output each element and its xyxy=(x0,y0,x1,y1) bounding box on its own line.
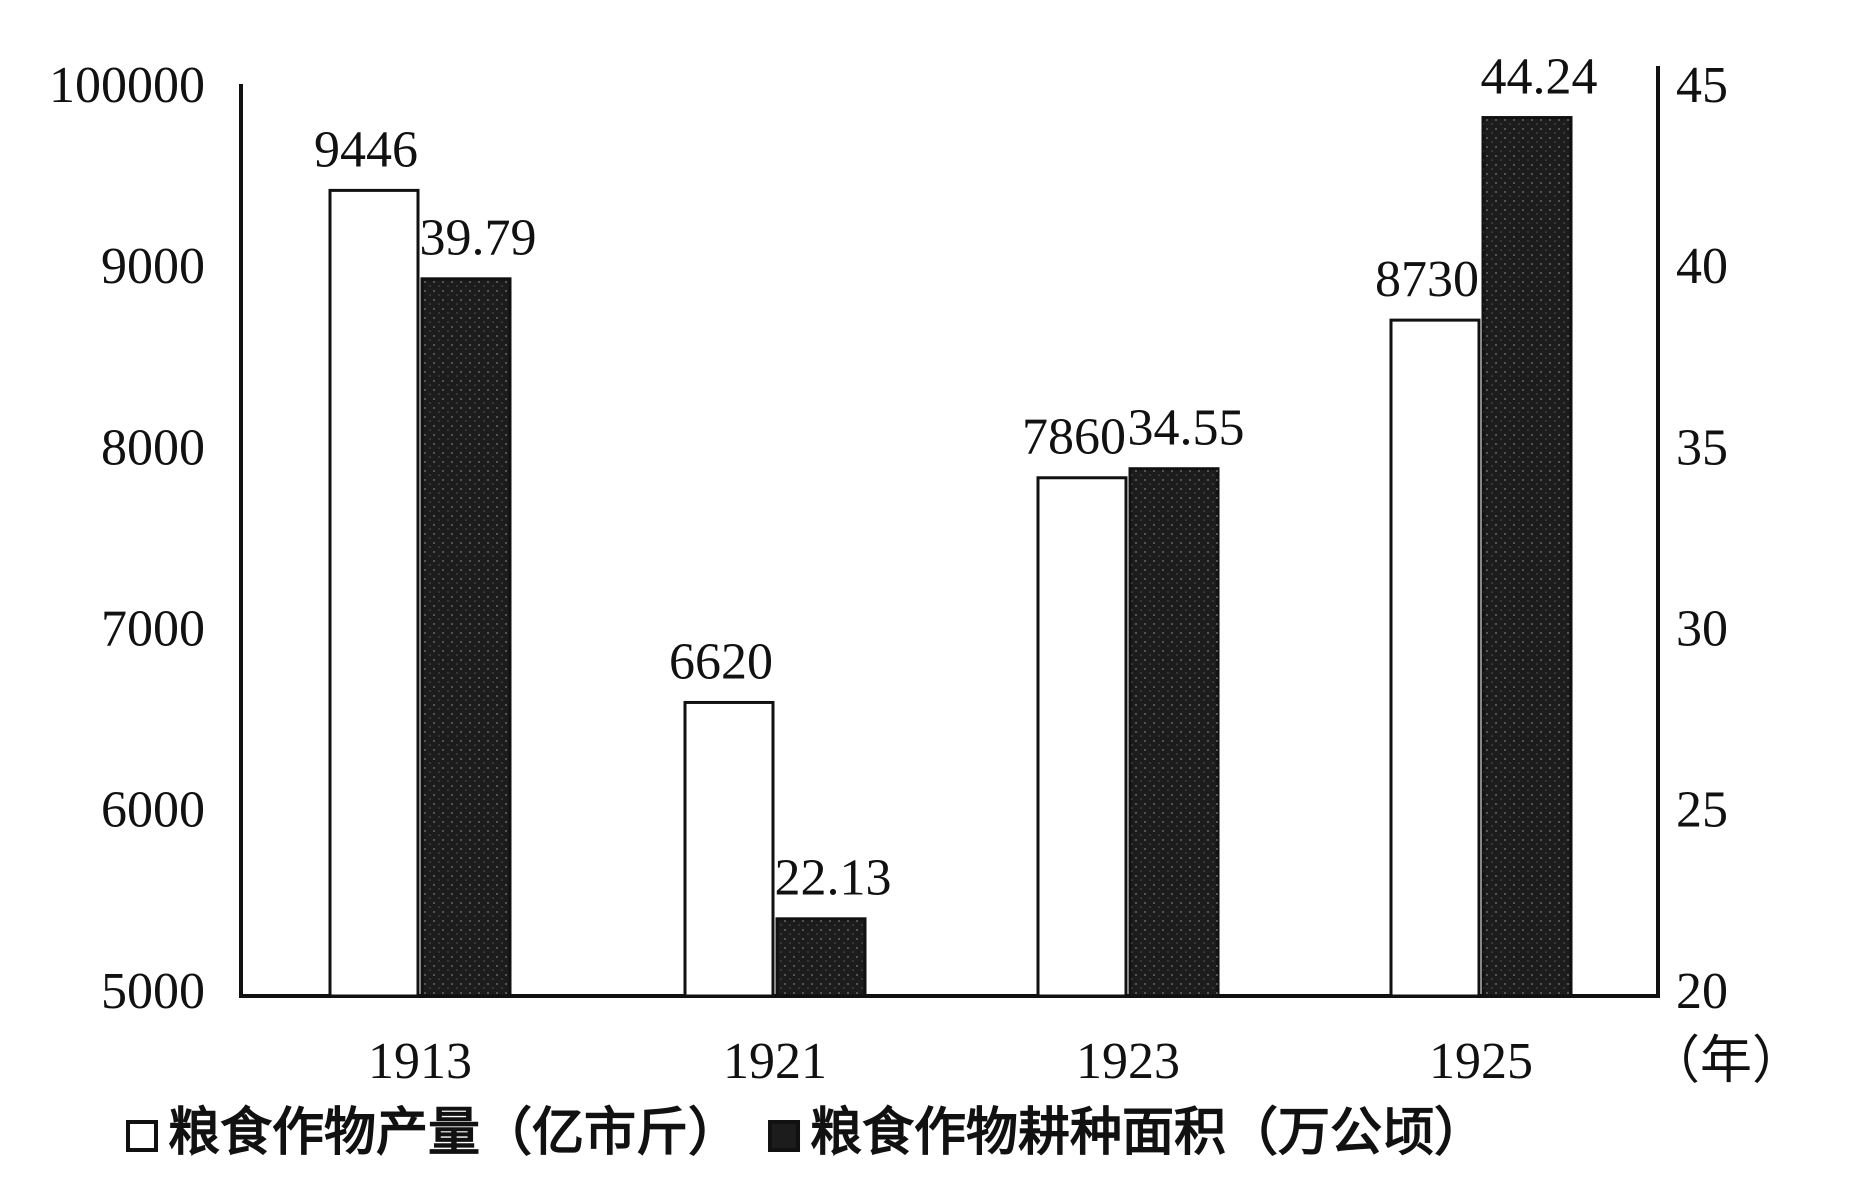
bar xyxy=(420,277,512,998)
value-label: 8730 xyxy=(1375,251,1479,308)
bar xyxy=(683,700,775,998)
y2-tick-label: 20 xyxy=(1676,963,1728,1020)
y2-tick-label: 35 xyxy=(1676,419,1728,476)
value-label: 44.24 xyxy=(1481,48,1598,105)
bar xyxy=(1481,116,1573,998)
bar xyxy=(1036,476,1128,998)
x-tick-label: 1921 xyxy=(723,1033,827,1090)
bar xyxy=(1128,467,1220,998)
value-label: 39.79 xyxy=(420,210,537,267)
value-label: 6620 xyxy=(669,633,773,690)
y2-tick-label: 30 xyxy=(1676,601,1728,658)
y-tick-label: 7000 xyxy=(101,601,205,658)
value-label: 22.13 xyxy=(775,850,892,907)
x-tick-label: 1913 xyxy=(368,1033,472,1090)
y-tick-label: 9000 xyxy=(101,238,205,295)
x-tick-label: 1925 xyxy=(1429,1033,1533,1090)
value-label: 9446 xyxy=(314,121,418,178)
y-tick-label: 100000 xyxy=(49,57,205,114)
y2-tick-label: 45 xyxy=(1676,57,1728,114)
y2-tick-label: 40 xyxy=(1676,238,1728,295)
value-label: 34.55 xyxy=(1128,400,1245,457)
legend-swatch xyxy=(126,1120,158,1152)
legend-label: 粮食作物产量（亿市斤） xyxy=(168,1104,740,1162)
legend-swatch xyxy=(768,1120,801,1152)
y-tick-label: 5000 xyxy=(101,963,205,1020)
x-unit: （年） xyxy=(1648,1033,1804,1090)
y-tick-label: 6000 xyxy=(101,782,205,839)
bar xyxy=(328,188,420,998)
y2-tick-label: 25 xyxy=(1676,782,1728,839)
value-label: 7860 xyxy=(1022,409,1126,466)
bar xyxy=(1389,318,1481,998)
x-tick-label: 1923 xyxy=(1076,1033,1180,1090)
y-tick-label: 8000 xyxy=(101,419,205,476)
legend-label: 粮食作物耕种面积（万公顷） xyxy=(810,1104,1486,1162)
bar xyxy=(775,917,867,998)
